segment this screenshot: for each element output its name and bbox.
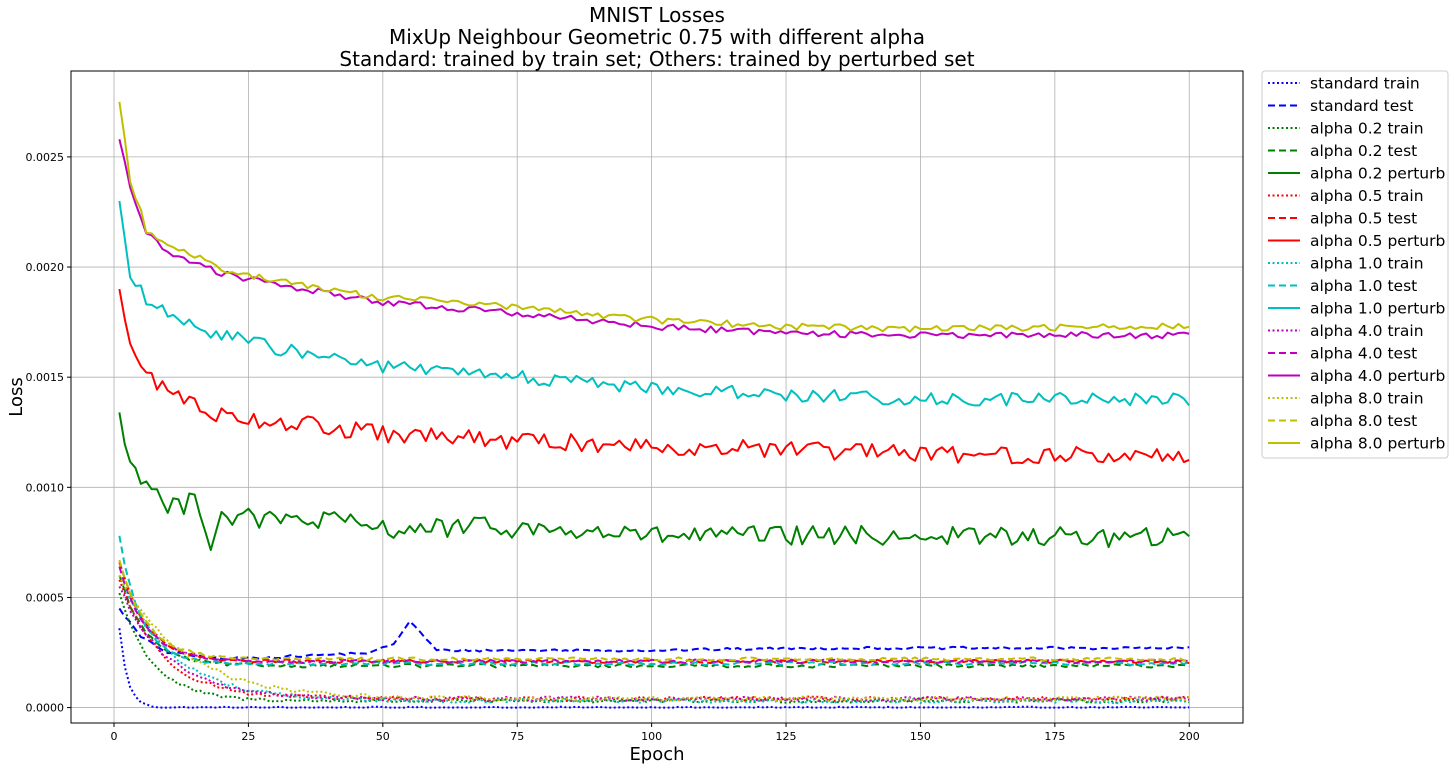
legend-frame bbox=[1261, 70, 1449, 459]
legend-label: alpha 0.2 perturb bbox=[1310, 165, 1445, 183]
legend-label: alpha 1.0 train bbox=[1310, 255, 1424, 273]
series-line-2 bbox=[118, 592, 1190, 704]
series-line-3 bbox=[118, 575, 1190, 669]
legend-label: alpha 4.0 train bbox=[1310, 322, 1424, 340]
series-line-9 bbox=[118, 535, 1190, 667]
series-line-4 bbox=[118, 412, 1190, 551]
legend-label: alpha 4.0 test bbox=[1310, 345, 1417, 363]
x-axis-label: Epoch bbox=[629, 744, 684, 765]
series-line-10 bbox=[118, 200, 1191, 407]
legend: standard train standard test alpha 0.2 tra… bbox=[1261, 70, 1449, 459]
series-line-1 bbox=[118, 607, 1190, 661]
legend-label: alpha 0.5 perturb bbox=[1310, 232, 1445, 250]
legend-label: alpha 8.0 test bbox=[1310, 412, 1417, 430]
x-tick-label: 175 bbox=[1044, 730, 1065, 743]
y-tick-label: 0.0010 bbox=[26, 481, 65, 494]
y-tick-label: 0.0000 bbox=[26, 702, 65, 715]
y-tick-label: 0.0015 bbox=[26, 371, 65, 384]
legend-label: standard test bbox=[1310, 97, 1413, 115]
x-tick-label: 75 bbox=[510, 730, 524, 743]
legend-label: alpha 8.0 perturb bbox=[1310, 435, 1445, 453]
series-line-11 bbox=[118, 585, 1190, 702]
series-line-0 bbox=[118, 628, 1190, 709]
series-line-7 bbox=[118, 288, 1190, 465]
legend-label: alpha 1.0 perturb bbox=[1310, 300, 1445, 318]
y-tick-label: 0.0005 bbox=[26, 591, 65, 604]
legend-label: alpha 1.0 test bbox=[1310, 277, 1417, 295]
plot-frame bbox=[70, 70, 1244, 724]
legend-label: alpha 8.0 train bbox=[1310, 390, 1424, 408]
legend-label: alpha 0.5 train bbox=[1310, 187, 1424, 205]
x-axis-ticks: 0 25 50 75 100 125 150 175 200 bbox=[111, 723, 1200, 743]
x-tick-label: 50 bbox=[376, 730, 390, 743]
legend-label: alpha 0.2 test bbox=[1310, 142, 1417, 160]
title-line-3: Standard: trained by train set; Others: … bbox=[339, 47, 974, 71]
legend-label: standard train bbox=[1310, 75, 1420, 93]
title-line-2: MixUp Neighbour Geometric 0.75 with diff… bbox=[389, 25, 925, 49]
series-line-14 bbox=[118, 575, 1190, 702]
x-tick-label: 125 bbox=[776, 730, 797, 743]
series-line-12 bbox=[118, 566, 1190, 665]
legend-label: alpha 0.5 test bbox=[1310, 210, 1417, 228]
series-line-16 bbox=[118, 101, 1190, 333]
x-tick-label: 150 bbox=[910, 730, 931, 743]
y-tick-label: 0.0025 bbox=[26, 151, 65, 164]
series-lines bbox=[118, 101, 1191, 709]
x-tick-label: 25 bbox=[241, 730, 255, 743]
x-tick-label: 200 bbox=[1179, 730, 1200, 743]
y-tick-label: 0.0020 bbox=[26, 261, 65, 274]
chart-title: MNIST Losses MixUp Neighbour Geometric 0… bbox=[339, 3, 974, 71]
series-line-15 bbox=[118, 559, 1190, 662]
legend-label: alpha 4.0 perturb bbox=[1310, 367, 1445, 385]
x-tick-label: 100 bbox=[641, 730, 662, 743]
series-line-13 bbox=[118, 139, 1190, 340]
y-axis-label: Loss bbox=[6, 377, 27, 416]
grid bbox=[71, 71, 1243, 723]
x-tick-label: 0 bbox=[111, 730, 118, 743]
legend-label: alpha 0.2 train bbox=[1310, 120, 1424, 138]
series-line-5 bbox=[118, 579, 1190, 702]
series-line-8 bbox=[118, 574, 1190, 705]
y-axis-ticks: 0.0000 0.0005 0.0010 0.0015 0.0020 0.0025 bbox=[26, 151, 71, 715]
title-line-1: MNIST Losses bbox=[589, 3, 725, 27]
